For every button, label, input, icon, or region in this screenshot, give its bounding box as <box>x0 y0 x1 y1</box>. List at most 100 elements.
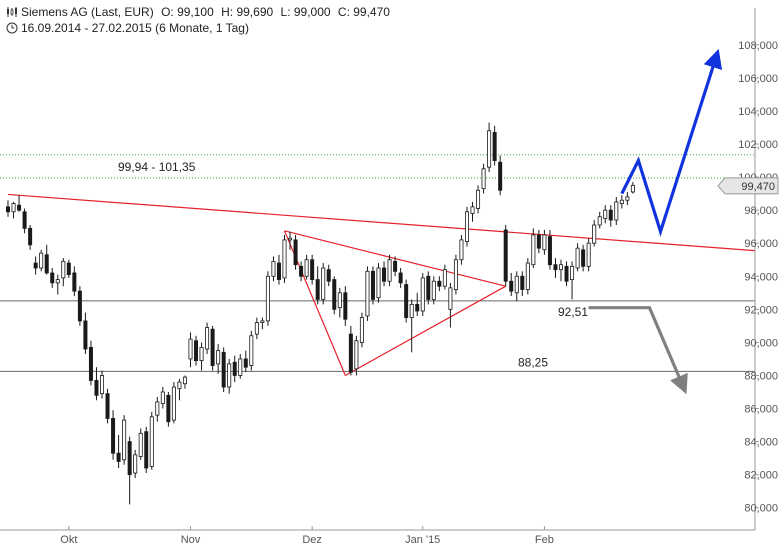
candle <box>149 411 154 470</box>
candle-body <box>365 270 370 317</box>
candle <box>514 271 519 302</box>
clock-icon <box>6 22 18 34</box>
candle <box>597 211 602 229</box>
candle-body <box>509 280 514 292</box>
candle-body <box>221 351 226 388</box>
candle <box>227 358 232 394</box>
candle-body <box>22 211 27 229</box>
candle <box>299 261 304 282</box>
candle <box>343 286 348 326</box>
candle-body <box>94 380 99 396</box>
candle <box>431 276 436 305</box>
candle <box>171 382 176 424</box>
candle-body <box>586 242 591 267</box>
candlestick-chart-icon <box>7 7 17 17</box>
resistance-zone-label: 99,94 - 101,35 <box>118 160 196 174</box>
candle-body <box>597 216 602 226</box>
instrument-name: Siemens AG (Last, EUR) <box>21 5 154 19</box>
candle-body <box>398 272 403 284</box>
candle-body <box>459 239 464 261</box>
candle <box>476 185 481 214</box>
low-value: L: 99,000 <box>280 5 331 19</box>
date-range: 16.09.2014 - 27.02.2015 (6 Monate, 1 Tag… <box>6 21 253 35</box>
candle <box>592 220 597 247</box>
candle-body <box>525 262 530 290</box>
close-value: C: 99,470 <box>337 5 390 19</box>
y-tick-label: 84,000 <box>744 437 778 449</box>
candle-body <box>66 262 71 276</box>
support-low-label: 88,25 <box>518 355 548 369</box>
candle <box>205 322 210 354</box>
candle-body <box>171 386 176 421</box>
candle <box>442 264 447 290</box>
candle-body <box>6 206 11 213</box>
x-tick-label: Feb <box>535 534 554 546</box>
candle-body <box>304 259 309 277</box>
candle <box>194 335 199 366</box>
candle-body <box>194 340 199 361</box>
last-price-tag-label: 99,470 <box>741 181 775 193</box>
candle <box>492 125 497 166</box>
candle <box>564 261 569 287</box>
candle <box>28 225 33 250</box>
candle-body <box>11 203 16 213</box>
candle-body <box>359 317 364 343</box>
y-tick-label: 82,000 <box>744 470 778 482</box>
candle <box>348 325 353 376</box>
candle <box>111 410 116 460</box>
candle <box>437 276 442 292</box>
trendline <box>345 285 506 376</box>
candle <box>487 122 492 173</box>
candle <box>603 205 608 224</box>
candle-body <box>310 259 315 280</box>
candle-body <box>547 236 552 266</box>
candle-body <box>464 211 469 242</box>
candle-body <box>238 358 243 376</box>
candle-body <box>205 327 210 350</box>
candle <box>570 261 575 300</box>
candle <box>448 282 453 328</box>
candle-body <box>337 292 342 309</box>
candle <box>133 449 138 478</box>
candle-body <box>614 201 619 221</box>
candle-body <box>542 234 547 251</box>
candle <box>94 367 99 401</box>
candle-body <box>105 393 110 419</box>
candle <box>210 325 215 371</box>
candle-body <box>160 391 165 404</box>
candle <box>127 436 132 505</box>
candle-body <box>575 247 580 269</box>
candle-body <box>77 290 82 322</box>
candle-body <box>199 346 204 361</box>
candle <box>265 271 270 326</box>
candle-body <box>382 267 387 282</box>
candle <box>387 254 392 287</box>
candle-body <box>503 229 508 282</box>
candle <box>498 155 503 196</box>
y-tick-label: 88,000 <box>744 370 778 382</box>
candle-body <box>498 161 503 191</box>
candle <box>88 340 93 386</box>
candle-body <box>476 189 481 209</box>
candle <box>6 200 11 217</box>
candle <box>221 347 226 392</box>
candle <box>144 426 149 474</box>
candle-body <box>122 419 127 461</box>
x-tick-label: Nov <box>181 534 201 546</box>
candle <box>39 249 44 272</box>
candle-body <box>404 284 409 318</box>
candle-body <box>144 431 149 469</box>
candle <box>72 266 77 297</box>
annotations: 99,94 - 101,35 92,51 88,25 <box>118 160 588 369</box>
candle <box>586 238 591 272</box>
candle <box>531 228 536 268</box>
y-tick-label: 94,000 <box>744 271 778 283</box>
candle <box>216 344 221 374</box>
x-axis: Okt Nov Dez Jan '15 Feb <box>0 526 755 546</box>
candle-body <box>514 275 519 294</box>
candle-body <box>39 252 44 269</box>
candle-body <box>133 454 138 474</box>
candle <box>199 342 204 371</box>
candle-body <box>553 264 558 271</box>
candle <box>393 256 398 277</box>
